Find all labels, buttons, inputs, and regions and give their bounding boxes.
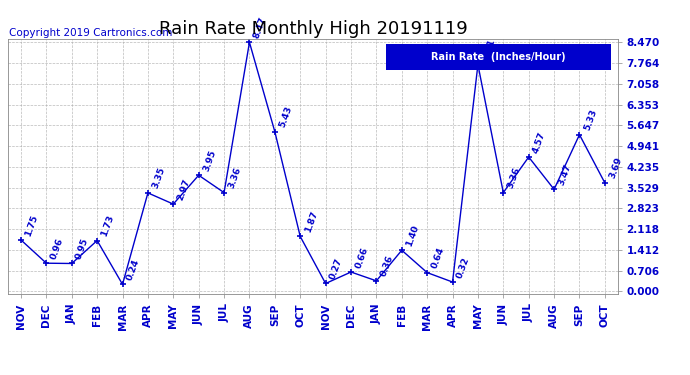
Text: 1.40: 1.40 <box>404 224 421 248</box>
Text: 3.36: 3.36 <box>227 166 243 190</box>
Text: 3.47: 3.47 <box>557 162 573 187</box>
Title: Rain Rate Monthly High 20191119: Rain Rate Monthly High 20191119 <box>159 20 467 38</box>
Text: 0.66: 0.66 <box>354 246 370 269</box>
Text: 0.96: 0.96 <box>49 237 65 260</box>
Text: 1.73: 1.73 <box>100 214 116 238</box>
Text: 0.27: 0.27 <box>328 257 344 281</box>
Text: 0.32: 0.32 <box>455 255 471 279</box>
Text: 5.43: 5.43 <box>277 105 294 129</box>
Text: 7.71: 7.71 <box>481 38 497 62</box>
Text: 0.36: 0.36 <box>380 254 395 278</box>
Text: 8.47: 8.47 <box>253 15 268 39</box>
Text: 3.36: 3.36 <box>506 166 522 190</box>
Text: 5.33: 5.33 <box>582 108 598 132</box>
Text: 0.95: 0.95 <box>75 237 90 261</box>
Text: 0.64: 0.64 <box>430 246 446 270</box>
Text: 2.97: 2.97 <box>176 177 193 201</box>
Text: 1.75: 1.75 <box>23 213 40 237</box>
Text: 4.57: 4.57 <box>531 130 548 154</box>
Text: 3.69: 3.69 <box>608 156 624 180</box>
Text: 1.87: 1.87 <box>303 210 319 234</box>
Text: 3.95: 3.95 <box>201 148 217 172</box>
Text: 3.35: 3.35 <box>150 166 167 190</box>
Text: 0.24: 0.24 <box>126 258 141 282</box>
Text: Copyright 2019 Cartronics.com: Copyright 2019 Cartronics.com <box>9 28 172 38</box>
